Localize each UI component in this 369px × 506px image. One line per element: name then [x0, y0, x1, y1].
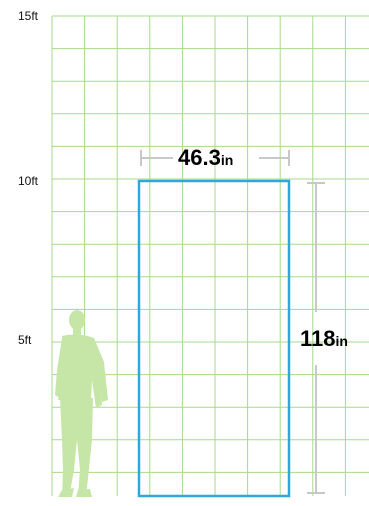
- width-unit: in: [220, 152, 234, 168]
- grid: [51, 15, 369, 496]
- scale-label-5ft: 5ft: [18, 333, 32, 347]
- scale-label-15ft: 15ft: [18, 9, 39, 23]
- scale-label-10ft: 10ft: [18, 174, 39, 188]
- object-outline: [137, 179, 291, 498]
- person-silhouette-icon: [55, 310, 108, 497]
- width-label: 46.3in: [178, 145, 233, 171]
- width-value: 46.3: [178, 145, 221, 170]
- height-dimension-line: [307, 182, 325, 494]
- width-dimension-line: [140, 150, 290, 166]
- height-value: 118: [300, 326, 336, 351]
- height-unit: in: [335, 333, 348, 349]
- height-label: 118in: [300, 326, 348, 352]
